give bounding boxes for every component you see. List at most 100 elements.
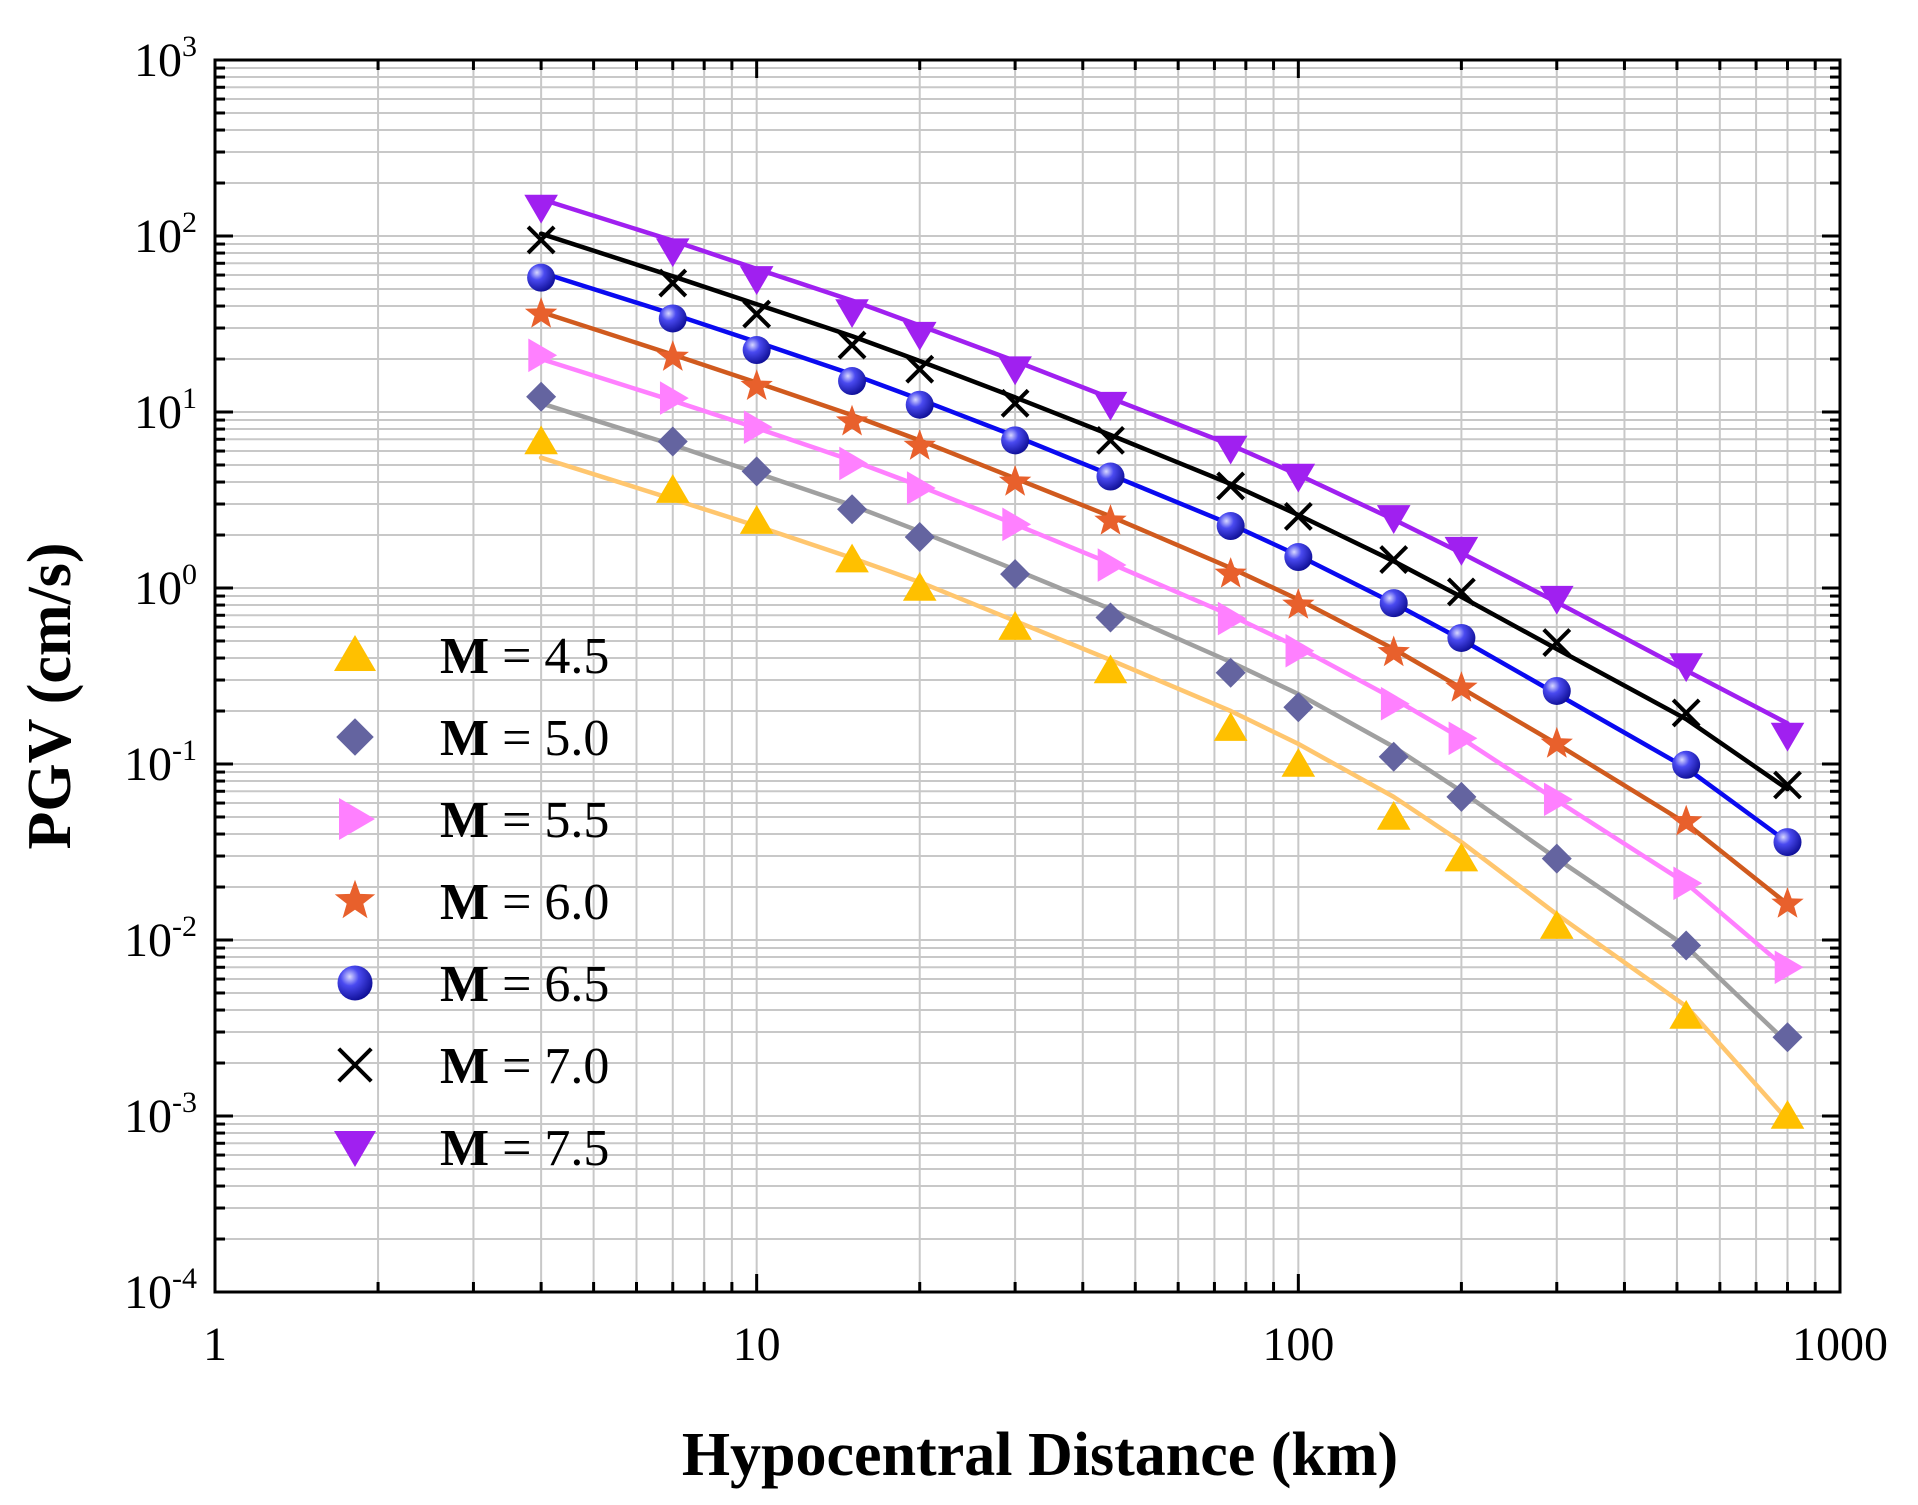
data-point: [1770, 722, 1805, 752]
legend-label: M = 6.5: [440, 956, 609, 1013]
data-point: [1444, 842, 1479, 872]
data-point: [1770, 1100, 1805, 1129]
data-point: [1284, 543, 1313, 572]
legend-label: M = 5.5: [440, 792, 609, 849]
data-point: [905, 354, 935, 384]
data-point: [1213, 435, 1248, 465]
x-tick-label: 1: [203, 1318, 227, 1371]
data-point: [1380, 686, 1410, 721]
data-point: [1281, 748, 1316, 777]
y-axis-title: PGV (cm/s): [16, 542, 84, 849]
y-tick-base: 10: [134, 386, 182, 439]
data-point: [1774, 950, 1804, 985]
data-point: [835, 404, 869, 436]
y-tick-label: 103: [134, 30, 197, 87]
y-tick-base: 10: [134, 562, 182, 615]
legend-magnitude-value: = 6.5: [489, 956, 609, 1013]
data-point: [1282, 588, 1315, 619]
data-point: [1447, 623, 1476, 652]
data-point: [1379, 545, 1409, 575]
data-point: [739, 505, 774, 534]
data-point: [905, 390, 934, 419]
data-point: [1213, 712, 1248, 741]
legend-magnitude-value: = 4.5: [489, 628, 609, 685]
fit-curves: [538, 196, 1790, 1123]
y-tick-base: 10: [124, 1266, 172, 1319]
x-axis-title: Hypocentral Distance (km): [682, 1421, 1398, 1489]
legend-magnitude-symbol: M: [440, 956, 489, 1013]
data-point: [658, 268, 688, 298]
data-point: [1283, 692, 1314, 723]
fit-line: [538, 270, 1790, 845]
x-tick-label: 1000: [1792, 1318, 1888, 1371]
data-point: [1446, 781, 1477, 812]
data-point: [1216, 471, 1246, 501]
data-point: [1094, 504, 1127, 535]
data-point: [904, 521, 935, 552]
legend-marker: [337, 965, 373, 1001]
data-point: [1542, 676, 1571, 705]
data-point: [524, 297, 558, 328]
data-point: [1773, 770, 1802, 800]
data-point: [740, 369, 773, 400]
data-point: [838, 367, 867, 396]
data-point: [1097, 548, 1127, 582]
y-tick-base: 10: [124, 738, 172, 791]
legend-label: M = 5.0: [440, 710, 609, 767]
legend-label: M = 6.0: [440, 874, 609, 931]
data-point: [1095, 602, 1126, 633]
data-point: [1540, 726, 1573, 758]
data-point: [1377, 635, 1410, 667]
data-point: [1001, 426, 1030, 455]
data-point: [1673, 866, 1703, 901]
data-point: [1539, 585, 1574, 615]
legend-magnitude-symbol: M: [440, 792, 489, 849]
data-point: [998, 465, 1032, 496]
data-point: [1285, 633, 1315, 668]
data-point: [528, 338, 558, 373]
data-point: [1096, 462, 1125, 491]
y-tick-label: 10-1: [124, 734, 197, 791]
data-point: [743, 410, 773, 444]
data-point: [1444, 536, 1479, 566]
legend-magnitude-value: = 5.0: [489, 710, 609, 767]
data-point: [524, 425, 558, 455]
y-tick-label: 100: [134, 558, 197, 615]
data-point: [1543, 782, 1573, 817]
y-tick-base: 10: [124, 914, 172, 967]
fit-line: [538, 231, 1790, 792]
data-point: [1002, 507, 1032, 542]
data-point: [1448, 721, 1478, 756]
y-tick-label: 10-3: [124, 1086, 197, 1143]
data-point: [1093, 654, 1128, 684]
fit-line: [538, 455, 1790, 1123]
data-point: [998, 356, 1032, 386]
data-point: [1672, 750, 1701, 779]
legend-magnitude-symbol: M: [440, 1038, 489, 1095]
y-tick-exponent: 2: [182, 206, 197, 239]
data-point: [1671, 698, 1701, 728]
y-tick-exponent: -3: [172, 1086, 197, 1119]
y-tick-label: 10-4: [124, 1262, 197, 1319]
data-point: [1771, 887, 1804, 918]
data-point: [1539, 910, 1574, 939]
data-point: [1096, 425, 1125, 455]
legend-magnitude-symbol: M: [440, 1120, 489, 1177]
data-point: [656, 340, 689, 371]
data-point: [1541, 843, 1572, 874]
y-tick-exponent: -1: [172, 734, 197, 767]
legend-marker: [334, 635, 376, 671]
data-point: [655, 238, 690, 268]
legend-magnitude-symbol: M: [440, 710, 489, 767]
data-point: [1376, 505, 1411, 534]
data-point: [1214, 557, 1247, 588]
legend-magnitude-symbol: M: [440, 874, 489, 931]
y-tick-base: 10: [134, 210, 182, 263]
data-markers: [524, 194, 1805, 1129]
data-point: [906, 471, 936, 505]
data-point: [1542, 628, 1572, 657]
data-point: [835, 543, 869, 573]
x-tick-label: 10: [733, 1318, 781, 1371]
